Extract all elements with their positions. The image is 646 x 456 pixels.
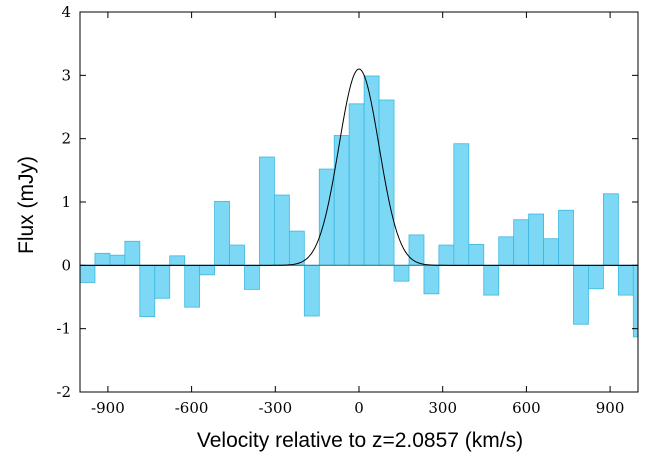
bar [169, 255, 186, 266]
bar [244, 264, 260, 290]
bar [468, 244, 485, 266]
bar [94, 252, 111, 266]
bar [109, 254, 126, 266]
bar [423, 264, 440, 295]
y-tick-label: -1 [56, 320, 71, 338]
x-tick-label: -300 [258, 399, 292, 417]
x-tick-label: -900 [91, 399, 125, 417]
bar [288, 230, 305, 266]
bar [184, 264, 201, 308]
x-tick-labels: -900 -600 -300 0 300 600 900 [91, 399, 624, 417]
bar [498, 236, 515, 266]
y-tick-labels: -2 -1 0 1 2 3 4 [56, 3, 71, 401]
bar [274, 194, 290, 266]
y-axis-label: Flux (mJy) [15, 156, 38, 254]
y-tick-label: 2 [61, 130, 71, 148]
bar [588, 264, 604, 290]
bar [378, 99, 395, 266]
bar [333, 135, 350, 266]
y-tick-label: -2 [56, 383, 71, 401]
bar [303, 264, 320, 317]
y-tick-label: 4 [61, 3, 71, 21]
bar [348, 103, 365, 266]
x-tick-label: 900 [596, 399, 625, 417]
bar [154, 264, 171, 299]
bar [632, 264, 639, 338]
bar [438, 244, 455, 266]
bar [617, 264, 634, 296]
bar [393, 264, 410, 282]
y-tick-label: 1 [61, 193, 71, 211]
y-tick-label: 3 [61, 66, 71, 84]
bar [214, 200, 230, 266]
bar [453, 143, 470, 266]
x-tick-label: 0 [354, 399, 364, 417]
x-tick-label: 300 [428, 399, 457, 417]
bar [124, 240, 141, 266]
gaussian-fit-curve [80, 68, 638, 266]
bar [513, 219, 530, 266]
bar [259, 156, 275, 266]
bar [543, 238, 559, 266]
bar [558, 209, 574, 266]
bar [483, 264, 500, 296]
bar [528, 213, 544, 266]
x-tick-label: 600 [512, 399, 541, 417]
y-tick-label: 0 [61, 256, 71, 274]
bar [139, 264, 156, 318]
histogram-bars [79, 75, 639, 338]
axis-ticks [80, 11, 638, 393]
bar [603, 193, 619, 266]
x-tick-label: -600 [175, 399, 209, 417]
bar [199, 264, 215, 276]
bar [573, 264, 589, 325]
bar [408, 234, 425, 266]
x-axis-label: Velocity relative to z=2.0857 (km/s) [197, 429, 523, 452]
bar [79, 264, 96, 283]
bar [229, 244, 245, 266]
